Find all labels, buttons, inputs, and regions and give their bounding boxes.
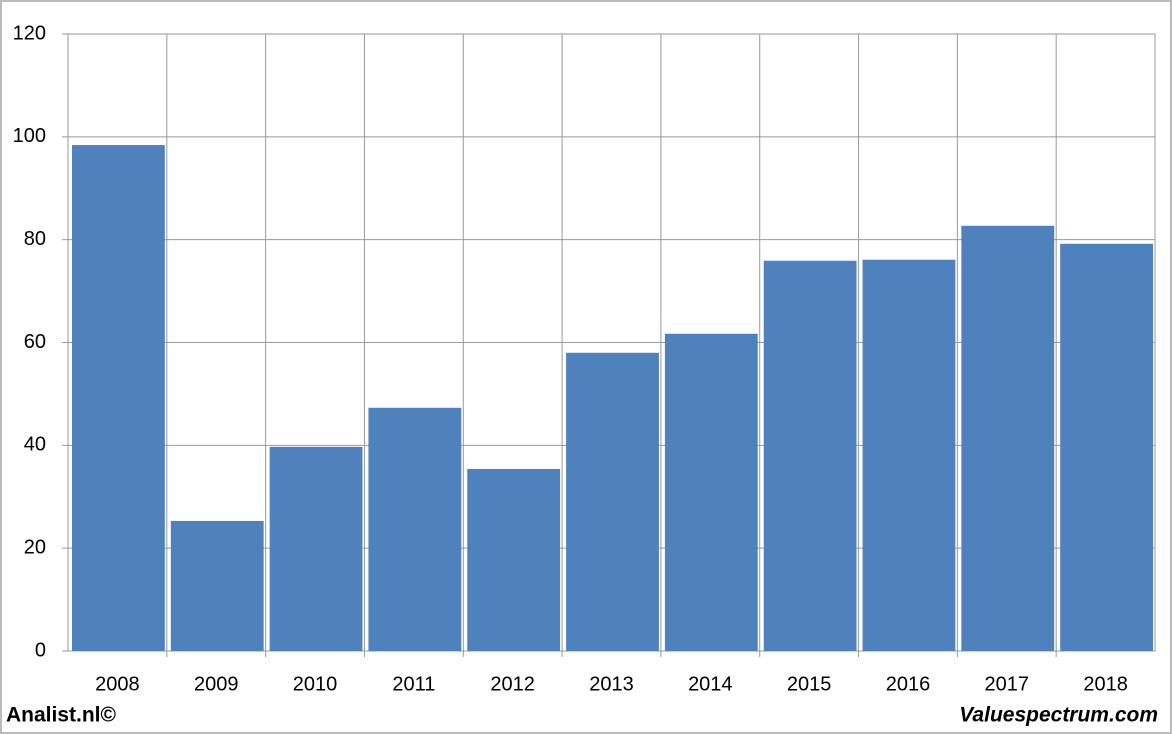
bar <box>664 333 758 651</box>
bar <box>467 468 561 651</box>
x-tick-label: 2011 <box>392 673 435 695</box>
y-tick-label: 20 <box>24 536 46 558</box>
x-tick-label: 2014 <box>688 673 733 695</box>
x-tick-label: 2016 <box>886 673 931 695</box>
bar <box>1060 243 1153 651</box>
footer-right: Valuespectrum.com <box>959 704 1158 727</box>
bar <box>368 407 462 651</box>
x-tick-label: 2013 <box>589 673 634 695</box>
bar <box>72 145 165 651</box>
y-tick-label: 0 <box>35 639 46 661</box>
y-tick-label: 80 <box>24 228 46 250</box>
x-tick-label: 2012 <box>490 673 535 695</box>
y-tick-label: 60 <box>24 331 46 353</box>
bar <box>269 446 363 651</box>
bar <box>862 259 956 651</box>
footer-left: Analist.nl© <box>6 704 117 727</box>
x-tick-label: 2018 <box>1083 673 1128 695</box>
bar <box>961 225 1055 651</box>
x-tick-label: 2017 <box>985 673 1030 695</box>
x-tick-label: 2009 <box>194 673 239 695</box>
bar <box>763 260 857 651</box>
bar <box>170 520 264 651</box>
y-tick-label: 100 <box>13 125 46 147</box>
x-tick-label: 2008 <box>95 673 140 695</box>
y-tick-label: 120 <box>13 22 46 44</box>
x-tick-label: 2010 <box>293 673 338 695</box>
bar <box>566 352 659 651</box>
x-tick-label: 2015 <box>787 673 832 695</box>
y-tick-label: 40 <box>24 434 46 456</box>
